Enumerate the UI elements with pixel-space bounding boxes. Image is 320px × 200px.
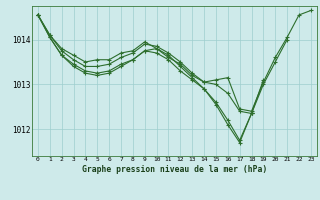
X-axis label: Graphe pression niveau de la mer (hPa): Graphe pression niveau de la mer (hPa): [82, 165, 267, 174]
